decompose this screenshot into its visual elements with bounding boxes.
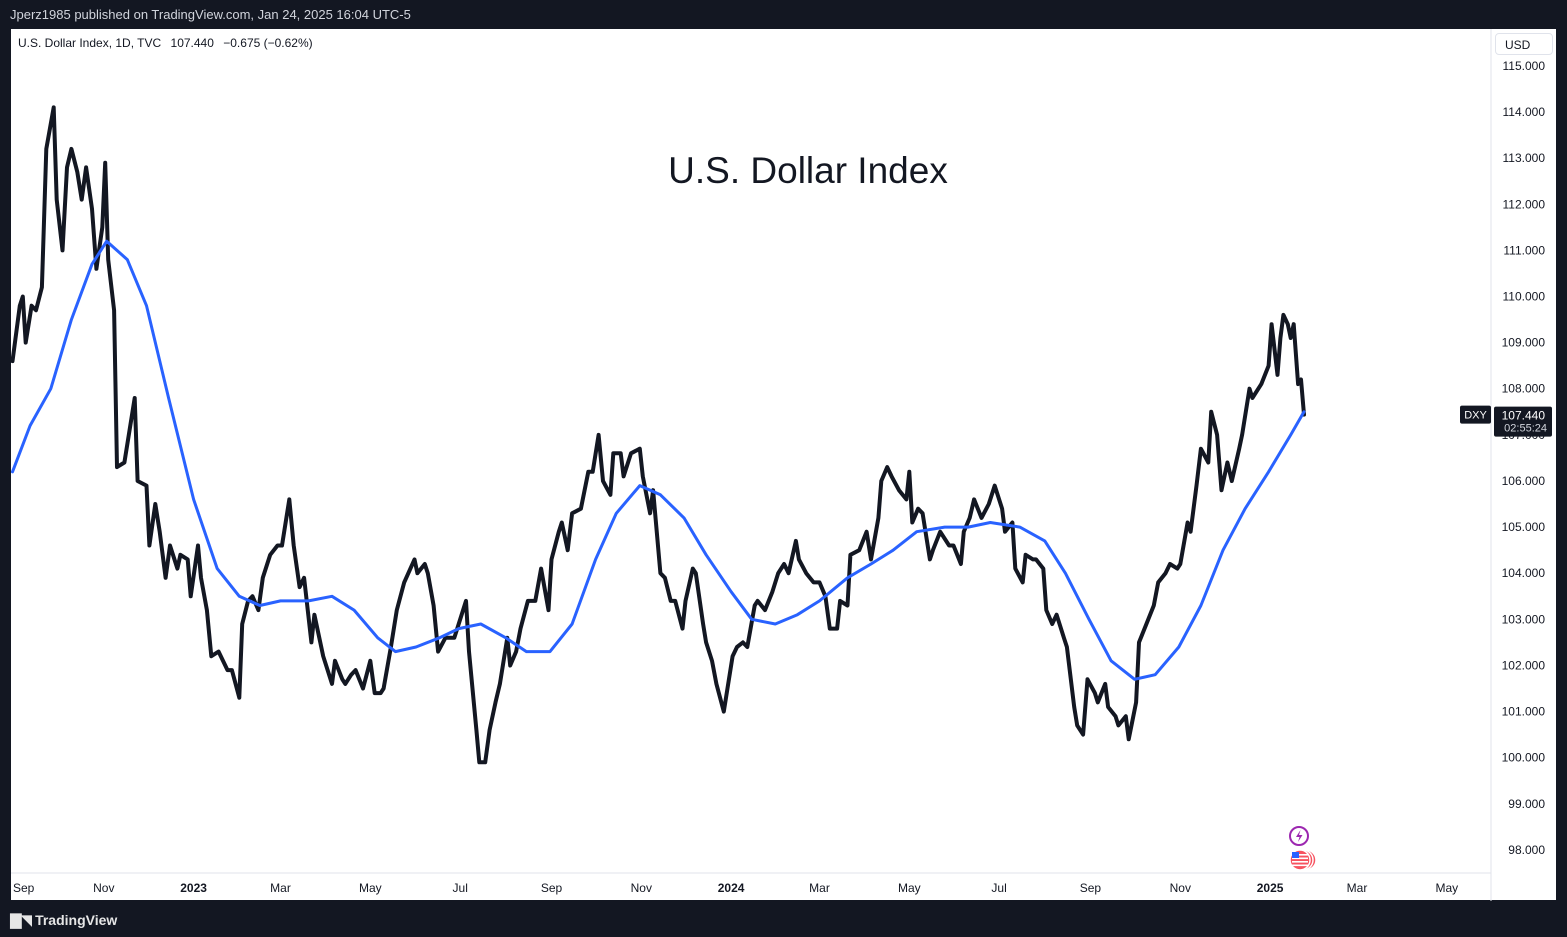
chart-panel[interactable] bbox=[10, 28, 1557, 901]
brand-label: TradingView bbox=[35, 912, 118, 928]
tradingview-logo-icon: ▇◥ bbox=[10, 912, 32, 929]
publisher-bar: Jperz1985 published on TradingView.com, … bbox=[0, 0, 1567, 28]
symbol-description: U.S. Dollar Index, 1D, TVC bbox=[18, 36, 162, 50]
symbol-legend[interactable]: U.S. Dollar Index, 1D, TVC 107.440 −0.67… bbox=[18, 36, 313, 50]
footer-bar: ▇◥ TradingView bbox=[0, 901, 1567, 937]
tradingview-logo[interactable]: ▇◥ TradingView bbox=[10, 911, 117, 929]
publisher-text: Jperz1985 published on TradingView.com, … bbox=[10, 7, 411, 22]
legend-price: 107.440 bbox=[170, 36, 214, 50]
legend-change: −0.675 (−0.62%) bbox=[223, 36, 313, 50]
currency-button[interactable]: USD bbox=[1495, 33, 1553, 55]
